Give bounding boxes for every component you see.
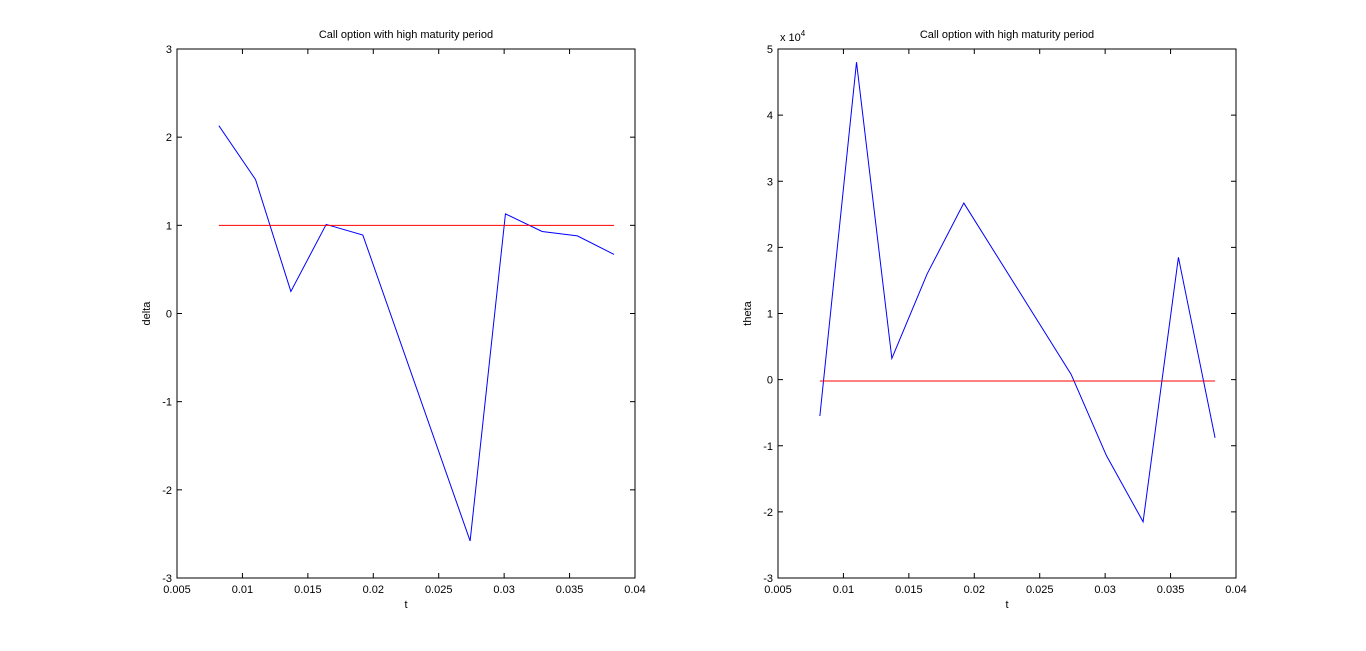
y-tick-label: 0 <box>767 375 773 387</box>
y-tick-label: -1 <box>162 397 172 409</box>
y-tick-label: -1 <box>763 441 773 453</box>
y-tick-label: 5 <box>767 44 773 56</box>
series-line-1 <box>819 62 1216 524</box>
x-tick-label: 0.025 <box>425 584 453 596</box>
chart-title: Call option with high maturity period <box>920 29 1094 41</box>
x-axis-label: t <box>1005 599 1008 611</box>
y-tick-label: 1 <box>166 220 172 232</box>
x-tick-label: 0.005 <box>764 584 792 596</box>
y-tick-label: 1 <box>767 309 773 321</box>
chart-panel-1: 0.005 0.01 0.015 0.02 0.025 0.03 0.035 0.04 -3 -2… <box>141 29 646 611</box>
y-tick-label: 0 <box>166 309 172 321</box>
chart-title: Call option with high maturity period <box>319 29 493 41</box>
x-tick-label: 0.035 <box>1157 584 1185 596</box>
x-tick-label: 0.01 <box>833 584 854 596</box>
y-tick-label: 3 <box>166 44 172 56</box>
x-tick-label: 0.015 <box>895 584 923 596</box>
axes-box <box>777 48 1237 579</box>
series-line-1 <box>218 125 615 542</box>
x-tick-label: 0.005 <box>163 584 191 596</box>
x-tick-label: 0.015 <box>294 584 322 596</box>
y-exponent-label: x 104 <box>780 29 806 44</box>
x-tick-label: 0.04 <box>1225 584 1246 596</box>
axes-box <box>176 48 636 579</box>
y-axis-label: theta <box>742 300 754 325</box>
x-tick-label: 0.03 <box>493 584 514 596</box>
y-tick-label: -2 <box>162 485 172 497</box>
x-tick-label: 0.04 <box>624 584 645 596</box>
x-tick-label: 0.02 <box>964 584 985 596</box>
y-tick-label: 2 <box>166 132 172 144</box>
y-axis-label: delta <box>141 301 153 326</box>
x-tick-label: 0.025 <box>1026 584 1054 596</box>
chart-panel-2: 0.005 0.01 0.015 0.02 0.025 0.03 0.035 0.04 -3 -2… <box>742 29 1247 611</box>
x-axis-label: t <box>404 599 407 611</box>
y-tick-label: 2 <box>767 242 773 254</box>
x-tick-label: 0.035 <box>556 584 584 596</box>
y-tick-label: 3 <box>767 176 773 188</box>
y-tick-label: -3 <box>162 573 172 585</box>
y-tick-label: -2 <box>763 507 773 519</box>
x-tick-label: 0.01 <box>232 584 253 596</box>
x-tick-label: 0.02 <box>363 584 384 596</box>
y-tick-label: -3 <box>763 573 773 585</box>
x-tick-label: 0.03 <box>1094 584 1115 596</box>
y-tick-label: 4 <box>767 110 773 122</box>
